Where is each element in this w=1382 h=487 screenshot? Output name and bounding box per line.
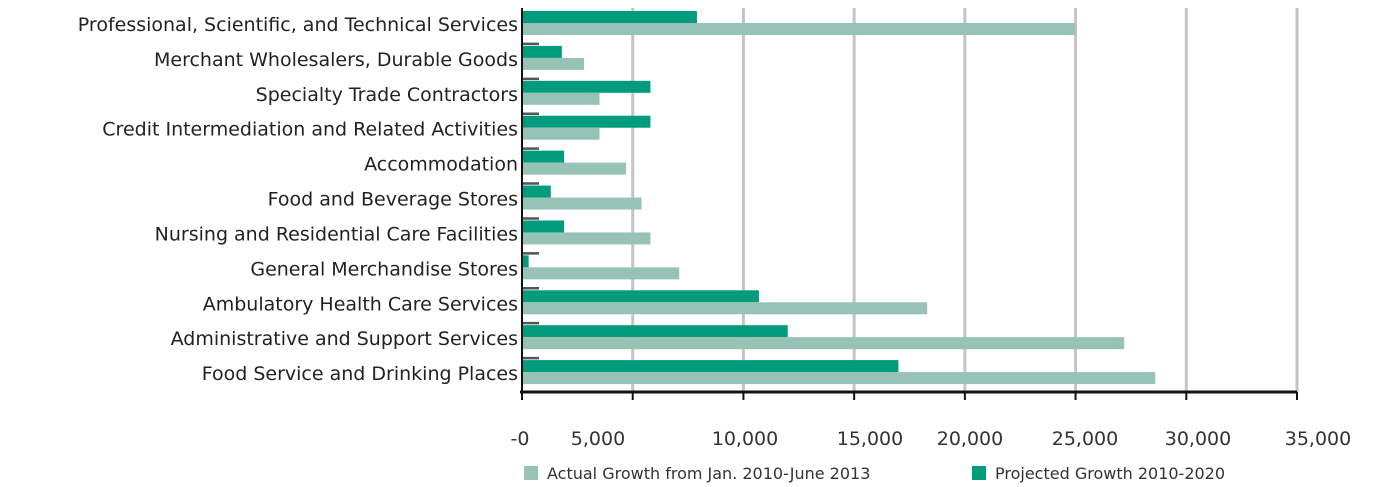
legend-swatch-actual (524, 466, 538, 480)
bar-projected (522, 150, 565, 163)
bar-actual (522, 57, 584, 70)
category-label: Professional, Scientific, and Technical … (78, 14, 518, 36)
tick-labels: -0 5,000 10,000 15,000 20,000 25,000 30,000 35,… (511, 428, 1352, 450)
category-label: Credit Intermediation and Related Activi… (102, 119, 518, 141)
bar-projected (522, 45, 562, 58)
category-label: Specialty Trade Contractors (256, 84, 518, 106)
bar-projected (522, 290, 759, 303)
category-label: Ambulatory Health Care Services (203, 293, 518, 315)
bar-projected (522, 360, 899, 373)
legend-label-projected: Projected Growth 2010-2020 (995, 464, 1225, 483)
bar-actual (522, 162, 627, 175)
bars (522, 11, 1156, 385)
category-labels: Professional, Scientific, and Technical … (78, 14, 518, 385)
bar-actual (522, 372, 1156, 385)
bar-projected (522, 115, 651, 128)
bar-projected (522, 80, 651, 93)
category-label: General Merchandise Stores (250, 258, 518, 280)
grid-lines (631, 8, 1299, 392)
category-label: Merchant Wholesalers, Durable Goods (154, 49, 518, 71)
category-label: Administrative and Support Services (171, 328, 518, 350)
x-tick-label: 30,000 (1165, 428, 1231, 450)
x-tick-label: 5,000 (571, 428, 625, 450)
legend-swatch-projected (972, 466, 986, 480)
bar-projected (522, 325, 788, 338)
axes (520, 8, 1298, 400)
x-tick-label: 15,000 (837, 428, 903, 450)
bar-actual (522, 127, 600, 140)
x-tick-label: 20,000 (937, 428, 1003, 450)
x-tick-label: 10,000 (712, 428, 778, 450)
x-tick-label: -0 (511, 428, 530, 450)
bar-actual (522, 23, 1076, 35)
bar-projected (522, 185, 551, 198)
bar-projected (522, 11, 697, 23)
bar-actual (522, 267, 680, 280)
bar-actual (522, 92, 600, 105)
category-label: Food Service and Drinking Places (202, 363, 518, 385)
x-tick-label: 25,000 (1052, 428, 1118, 450)
bar-actual (522, 197, 642, 210)
bar-actual (522, 232, 651, 245)
x-tick-label: 35,000 (1285, 428, 1351, 450)
category-label: Nursing and Residential Care Facilities (155, 223, 518, 245)
bar-projected (522, 220, 565, 233)
bar-projected (522, 255, 529, 268)
legend-label-actual: Actual Growth from Jan. 2010-June 2013 (547, 464, 870, 483)
category-label: Accommodation (364, 154, 518, 176)
legend: Actual Growth from Jan. 2010-June 2013 Pr… (524, 464, 1225, 483)
bar-actual (522, 302, 928, 315)
bar-actual (522, 337, 1125, 350)
category-label: Food and Beverage Stores (268, 189, 518, 211)
